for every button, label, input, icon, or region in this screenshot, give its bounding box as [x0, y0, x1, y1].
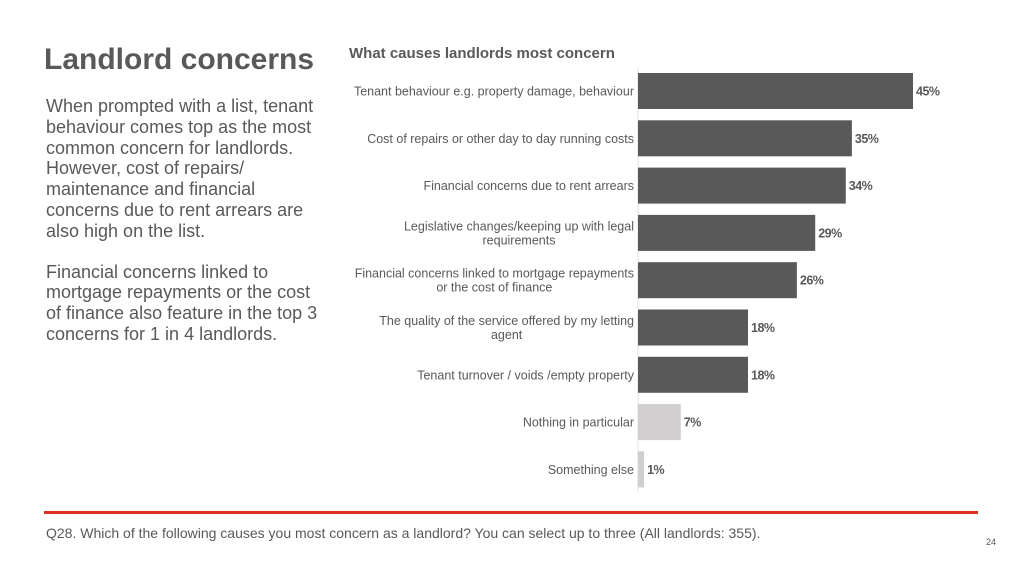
category-label: Tenant behaviour e.g. property damage, b…: [354, 85, 634, 99]
bar-value-label: 18%: [751, 321, 775, 335]
category-label: Cost of repairs or other day to day runn…: [367, 132, 634, 146]
bar-value-label: 1%: [647, 463, 664, 477]
category-label: Legislative changes/keeping up with lega…: [404, 219, 634, 233]
bar: [638, 262, 797, 299]
bar: [638, 404, 681, 441]
category-label: or the cost of finance: [436, 281, 552, 295]
category-label: Nothing in particular: [523, 416, 634, 430]
bar-value-label: 45%: [916, 85, 940, 99]
bar: [638, 356, 748, 393]
concerns-bar-chart: 45% Tenant behaviour e.g. property damage…: [354, 68, 940, 492]
category-label: Tenant turnover / voids /empty property: [417, 368, 635, 382]
category-label: Something else: [548, 463, 634, 477]
bar: [638, 451, 645, 488]
bar-value-label: 35%: [855, 132, 879, 146]
page-number: 24: [986, 537, 997, 547]
category-label: requirements: [483, 233, 556, 247]
accent-divider: [44, 511, 978, 514]
chart-title: What causes landlords most concern: [349, 45, 615, 62]
category-label: Financial concerns due to rent arrears: [423, 179, 634, 193]
category-label: Financial concerns linked to mortgage re…: [355, 267, 634, 281]
slide-title: Landlord concerns: [44, 43, 315, 76]
category-label: The quality of the service offered by my…: [379, 314, 634, 328]
bar: [638, 120, 852, 157]
summary-paragraph-1: When prompted with a list, tenant behavi…: [46, 96, 314, 241]
bar: [638, 167, 846, 204]
bar-value-label: 26%: [800, 274, 824, 288]
summary-text: When prompted with a list, tenant behavi…: [46, 96, 326, 365]
bar-value-label: 18%: [751, 368, 775, 382]
bar-value-label: 7%: [684, 416, 701, 430]
bar: [638, 309, 748, 346]
category-label: agent: [491, 328, 523, 342]
bar: [638, 214, 816, 251]
question-footnote: Q28. Which of the following causes you m…: [46, 525, 761, 541]
summary-paragraph-2: Financial concerns linked to mortgage re…: [46, 261, 318, 344]
bar-value-label: 34%: [849, 179, 873, 193]
bar-value-label: 29%: [818, 226, 842, 240]
bar: [638, 73, 913, 109]
